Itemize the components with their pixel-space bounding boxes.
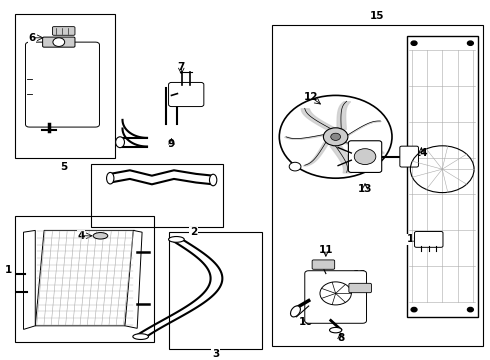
Circle shape	[323, 128, 348, 146]
Bar	[169, 232, 262, 349]
Ellipse shape	[169, 237, 184, 242]
Text: 15: 15	[370, 11, 385, 21]
FancyBboxPatch shape	[169, 82, 204, 107]
FancyBboxPatch shape	[25, 42, 99, 127]
Text: 5: 5	[60, 162, 67, 172]
Text: 11: 11	[353, 270, 368, 280]
Text: 14: 14	[414, 148, 429, 158]
FancyBboxPatch shape	[305, 271, 367, 323]
Circle shape	[331, 133, 341, 140]
Ellipse shape	[116, 137, 124, 148]
Bar	[15, 14, 115, 158]
FancyBboxPatch shape	[415, 231, 443, 247]
Bar	[407, 36, 478, 317]
Ellipse shape	[93, 233, 108, 239]
Ellipse shape	[291, 306, 300, 317]
Ellipse shape	[107, 172, 114, 184]
Circle shape	[411, 307, 417, 312]
Text: 3: 3	[212, 348, 219, 359]
Polygon shape	[125, 230, 142, 328]
Ellipse shape	[133, 334, 148, 339]
Ellipse shape	[210, 174, 217, 186]
FancyBboxPatch shape	[312, 260, 335, 269]
Text: 2: 2	[190, 227, 197, 237]
Text: 11: 11	[318, 245, 333, 255]
Bar	[91, 164, 223, 227]
Bar	[15, 216, 154, 342]
Text: 7: 7	[177, 62, 185, 72]
Text: 8: 8	[337, 333, 344, 343]
FancyBboxPatch shape	[400, 146, 418, 167]
Text: 6: 6	[28, 33, 35, 43]
Circle shape	[354, 149, 376, 165]
Circle shape	[289, 162, 301, 171]
Polygon shape	[24, 230, 35, 329]
Circle shape	[467, 307, 473, 312]
Text: 9: 9	[168, 139, 175, 149]
FancyBboxPatch shape	[349, 283, 371, 293]
Text: 16: 16	[407, 234, 421, 244]
Circle shape	[467, 41, 473, 45]
FancyBboxPatch shape	[348, 141, 382, 172]
FancyBboxPatch shape	[43, 37, 75, 47]
Text: 10: 10	[299, 317, 314, 327]
Text: 4: 4	[77, 231, 85, 241]
Text: 12: 12	[304, 92, 318, 102]
Circle shape	[53, 38, 65, 46]
Ellipse shape	[330, 328, 342, 333]
Text: 13: 13	[358, 184, 372, 194]
FancyBboxPatch shape	[52, 27, 75, 35]
Bar	[272, 25, 483, 346]
Polygon shape	[35, 230, 135, 326]
Text: 1: 1	[5, 265, 12, 275]
Circle shape	[411, 41, 417, 45]
